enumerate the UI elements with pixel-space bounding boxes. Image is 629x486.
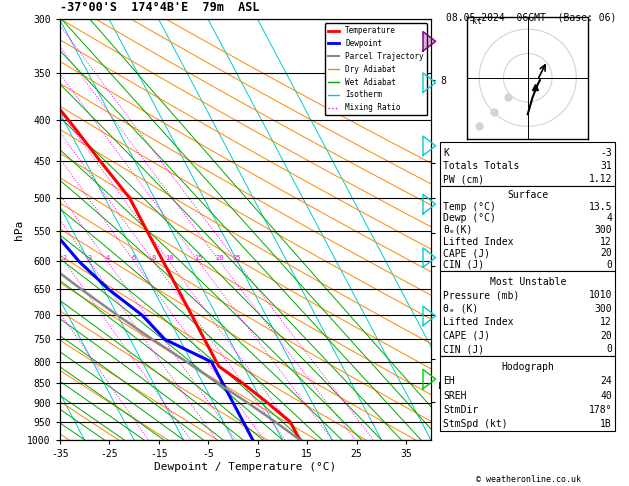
Legend: Temperature, Dewpoint, Parcel Trajectory, Dry Adiabat, Wet Adiabat, Isotherm, Mi: Temperature, Dewpoint, Parcel Trajectory… <box>325 23 427 115</box>
Text: 300: 300 <box>594 303 612 313</box>
Text: Temp (°C): Temp (°C) <box>443 202 496 211</box>
Text: CIN (J): CIN (J) <box>443 344 484 354</box>
Text: EH: EH <box>443 376 455 386</box>
Text: 40: 40 <box>600 391 612 400</box>
Text: © weatheronline.co.uk: © weatheronline.co.uk <box>476 474 581 484</box>
Text: Lifted Index: Lifted Index <box>443 317 514 327</box>
Text: 12: 12 <box>600 317 612 327</box>
Text: Mixing Ratio (g/kg): Mixing Ratio (g/kg) <box>469 200 478 302</box>
Text: 20: 20 <box>600 248 612 258</box>
Y-axis label: hPa: hPa <box>14 220 25 240</box>
Text: 20: 20 <box>600 330 612 341</box>
Text: 13.5: 13.5 <box>589 202 612 211</box>
Text: 20: 20 <box>216 256 224 261</box>
X-axis label: Dewpoint / Temperature (°C): Dewpoint / Temperature (°C) <box>154 462 337 471</box>
Text: Most Unstable: Most Unstable <box>489 277 566 287</box>
Text: SREH: SREH <box>443 391 467 400</box>
Text: 25: 25 <box>233 256 241 261</box>
Text: 178°: 178° <box>589 405 612 415</box>
Text: 6: 6 <box>132 256 136 261</box>
Text: Hodograph: Hodograph <box>501 362 554 372</box>
Text: Dewp (°C): Dewp (°C) <box>443 213 496 223</box>
Text: StmSpd (kt): StmSpd (kt) <box>443 419 508 429</box>
Text: Surface: Surface <box>507 190 548 200</box>
Text: 0: 0 <box>606 344 612 354</box>
Text: CAPE (J): CAPE (J) <box>443 330 491 341</box>
Text: 1B: 1B <box>600 419 612 429</box>
Text: 4: 4 <box>606 213 612 223</box>
Text: K: K <box>443 148 449 157</box>
Text: kt: kt <box>472 17 482 26</box>
Text: 4: 4 <box>106 256 109 261</box>
Text: 2: 2 <box>62 256 67 261</box>
Text: PW (cm): PW (cm) <box>443 174 484 184</box>
Text: StmDir: StmDir <box>443 405 479 415</box>
Text: 0: 0 <box>606 260 612 270</box>
Text: 3: 3 <box>87 256 91 261</box>
Text: CIN (J): CIN (J) <box>443 260 484 270</box>
Text: 8: 8 <box>152 256 156 261</box>
Text: Lifted Index: Lifted Index <box>443 237 514 246</box>
Text: θₑ(K): θₑ(K) <box>443 225 473 235</box>
Text: Pressure (mb): Pressure (mb) <box>443 290 520 300</box>
Polygon shape <box>423 32 436 51</box>
Text: 31: 31 <box>600 161 612 171</box>
Text: 24: 24 <box>600 376 612 386</box>
Text: 12: 12 <box>600 237 612 246</box>
Text: 300: 300 <box>594 225 612 235</box>
Text: -3: -3 <box>600 148 612 157</box>
Text: CAPE (J): CAPE (J) <box>443 248 491 258</box>
Text: LCL: LCL <box>438 382 454 391</box>
Text: 10: 10 <box>165 256 174 261</box>
Text: Totals Totals: Totals Totals <box>443 161 520 171</box>
Text: 08.05.2024  06GMT  (Base: 06): 08.05.2024 06GMT (Base: 06) <box>447 12 616 22</box>
Text: 15: 15 <box>194 256 203 261</box>
Text: 1.12: 1.12 <box>589 174 612 184</box>
Text: θₑ (K): θₑ (K) <box>443 303 479 313</box>
Text: 1010: 1010 <box>589 290 612 300</box>
Text: -37°00'S  174°4B'E  79m  ASL: -37°00'S 174°4B'E 79m ASL <box>60 1 259 15</box>
Y-axis label: km
ASL: km ASL <box>454 219 471 241</box>
